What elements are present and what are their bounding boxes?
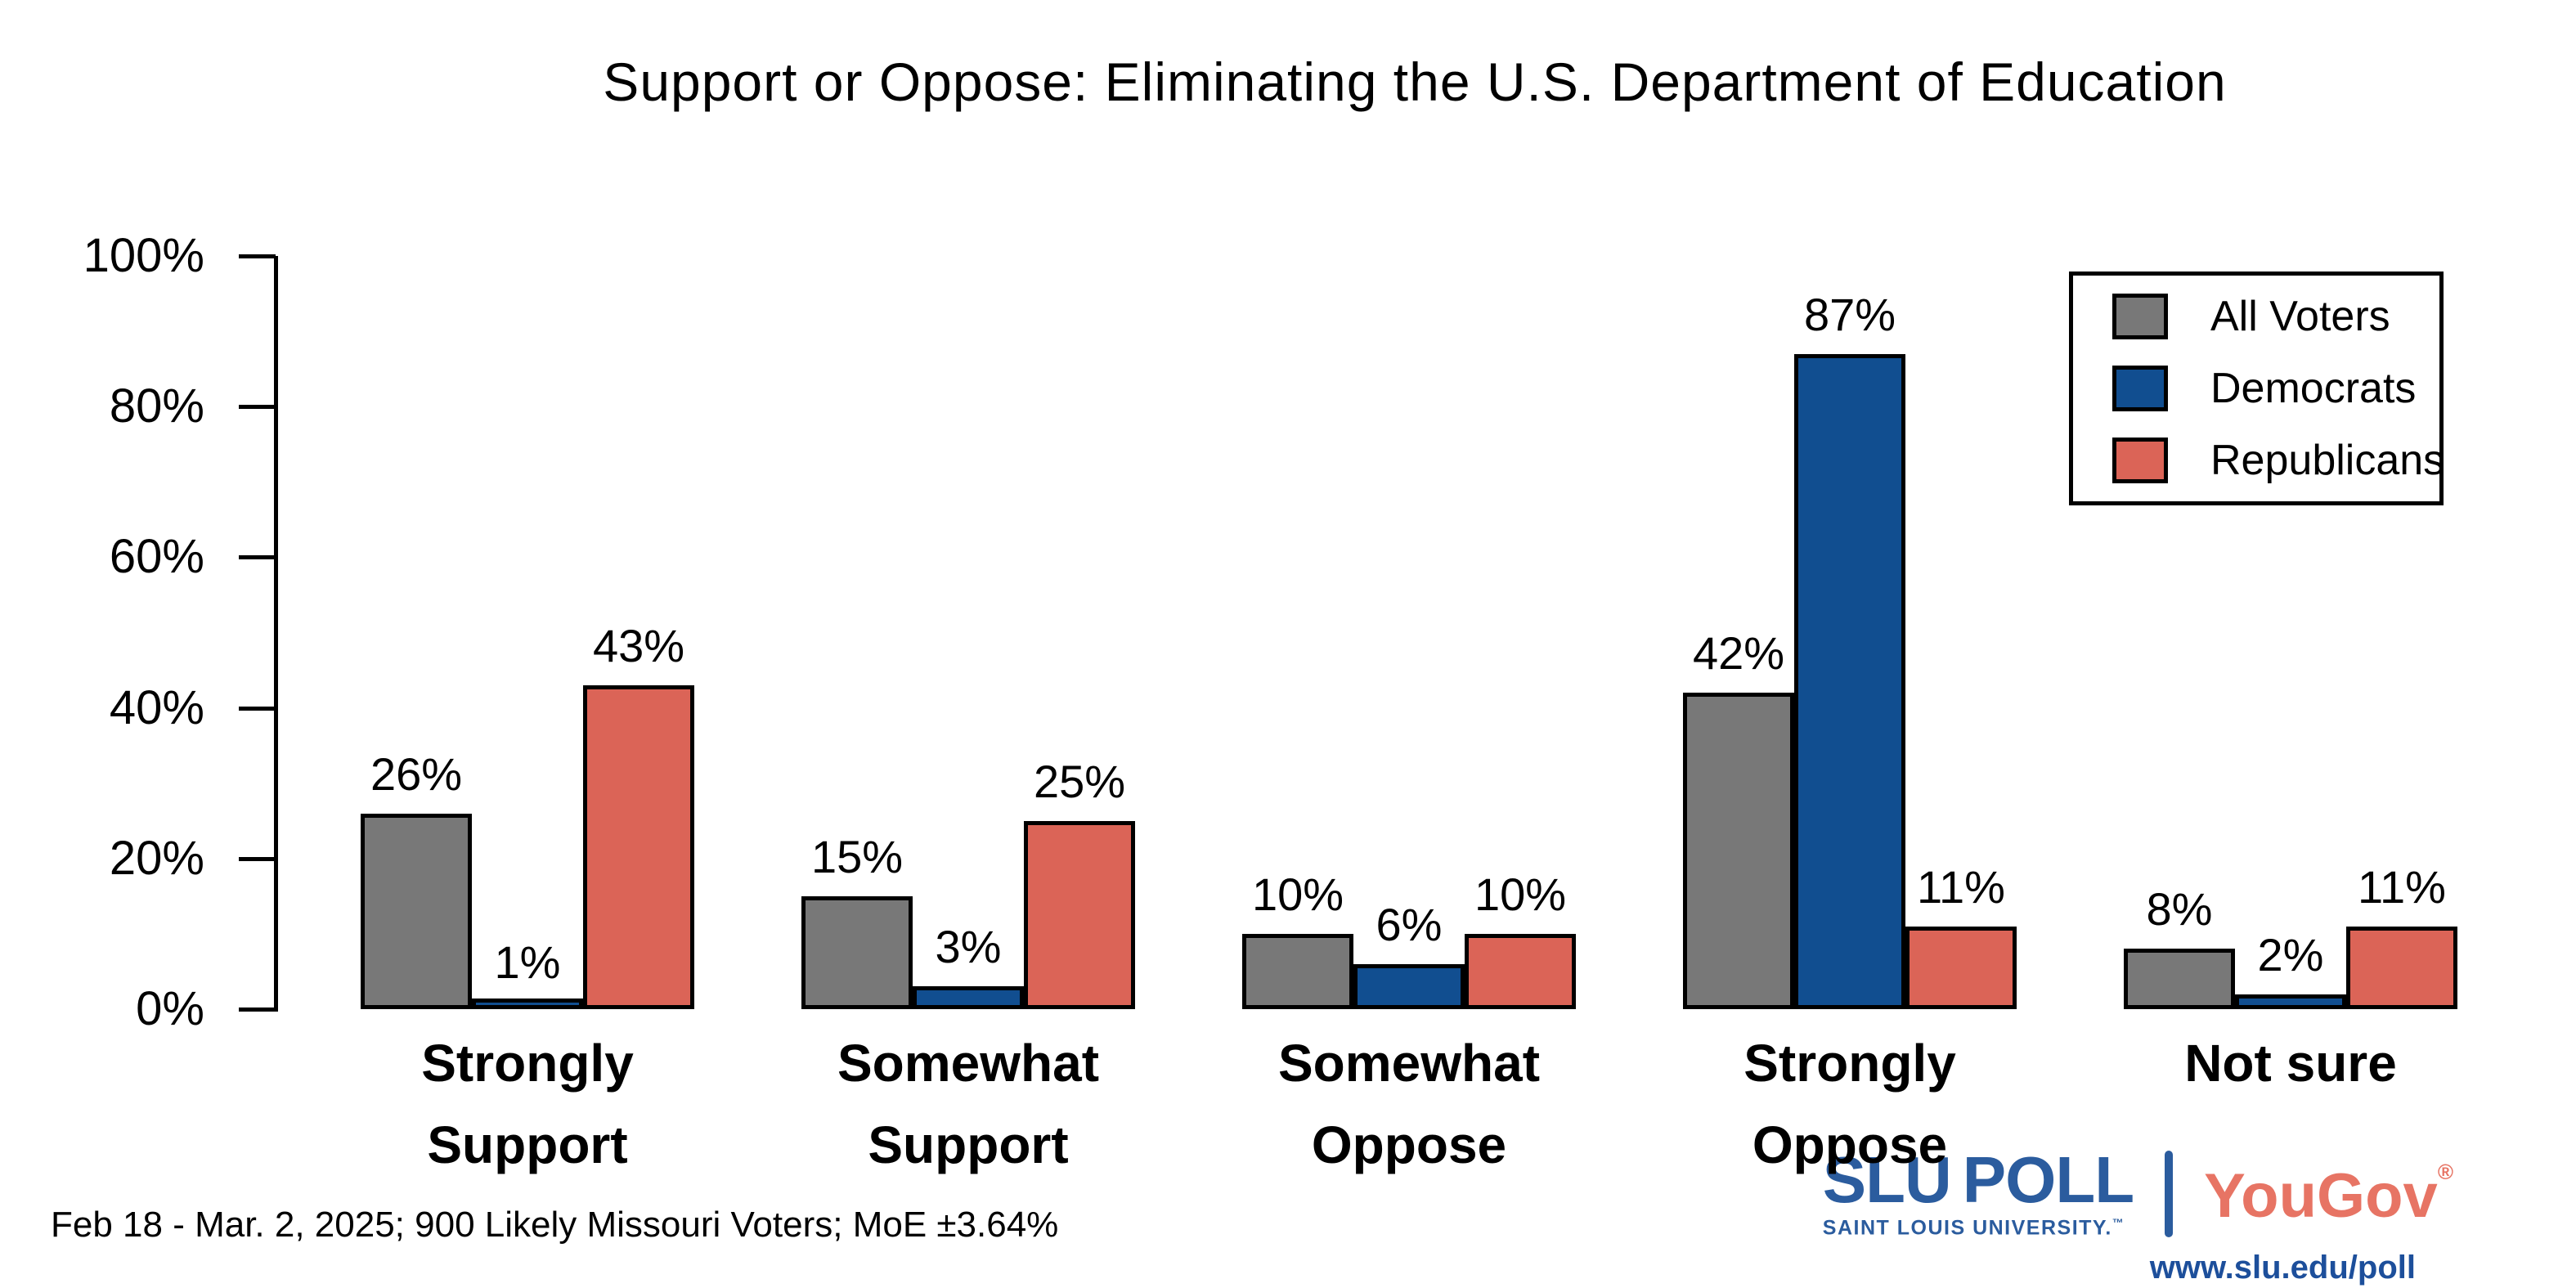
legend-item: All Voters [2112, 292, 2439, 341]
bar-value-label: 8% [2146, 883, 2213, 936]
category-label-line: Somewhat [837, 1034, 1100, 1093]
bar [1683, 693, 1794, 1009]
bar-value-label: 25% [1033, 755, 1126, 807]
bar-value-label: 3% [935, 921, 1002, 973]
category-label-line: Support [427, 1115, 628, 1174]
category-label-line: Oppose [1752, 1115, 1948, 1174]
chart-title: Support or Oppose: Eliminating the U.S. … [603, 52, 2227, 112]
category-label-line: Not sure [2184, 1034, 2397, 1093]
bar [801, 895, 913, 1009]
legend-item: Republicans [2112, 436, 2444, 485]
bar [2346, 926, 2457, 1009]
y-tick [239, 405, 276, 410]
category-label: Strongly Oppose [1604, 1022, 2095, 1186]
branding: SLU POLL SAINT LOUIS UNIVERSITY.™ YouGov®… [1823, 1147, 2453, 1286]
slu-text: SLU [1822, 1142, 1952, 1216]
y-tick-label: 60% [109, 530, 204, 584]
slu-subtitle: SAINT LOUIS UNIVERSITY.™ [1823, 1216, 2125, 1240]
y-tick [239, 555, 276, 560]
legend-item: Democrats [2112, 364, 2439, 413]
slu-poll-wordmark: SLU POLL [1823, 1147, 2134, 1212]
legend-label: Republicans [2210, 437, 2445, 484]
bar-value-label: 6% [1376, 898, 1443, 950]
bar [2124, 949, 2235, 1009]
trademark-symbol: ™ [2112, 1215, 2125, 1229]
bar-value-label: 1% [494, 936, 561, 988]
yougov-text: YouGov [2204, 1160, 2438, 1231]
legend-swatch [2112, 366, 2168, 411]
category-label: Somewhat Support [723, 1022, 1214, 1186]
bar-value-label: 2% [2257, 928, 2324, 981]
bar [1465, 933, 1576, 1009]
bar [1905, 926, 2017, 1009]
category-label: Strongly Support [282, 1022, 773, 1186]
slu-subtitle-text: SAINT LOUIS UNIVERSITY. [1822, 1216, 2112, 1239]
slu-poll-url: www.slu.edu/poll [2149, 1250, 2416, 1286]
bar [1794, 353, 1905, 1009]
bar [1353, 963, 1465, 1009]
logo-row: SLU POLL SAINT LOUIS UNIVERSITY.™ YouGov® [1823, 1147, 2453, 1240]
category-label-line: Strongly [1744, 1034, 1956, 1093]
y-tick-label: 80% [109, 379, 204, 433]
bar-value-label: 42% [1692, 627, 1785, 680]
bar [583, 684, 694, 1009]
bar [2235, 994, 2346, 1009]
bar-value-label: 26% [370, 747, 463, 800]
poll-text: POLL [1962, 1142, 2134, 1216]
category-label-line: Support [868, 1115, 1069, 1174]
y-tick [239, 1008, 276, 1012]
legend: All Voters Democrats Republicans [2069, 272, 2444, 505]
legend-label: All Voters [2210, 293, 2390, 340]
bar [361, 813, 472, 1009]
y-tick-label: 40% [109, 680, 204, 734]
bar-value-label: 43% [592, 619, 685, 671]
registered-symbol: ® [2437, 1159, 2453, 1184]
logo-divider-bar [2165, 1151, 2174, 1238]
legend-swatch [2112, 294, 2168, 339]
bar [913, 986, 1024, 1009]
slu-poll-logo: SLU POLL SAINT LOUIS UNIVERSITY.™ [1823, 1147, 2134, 1240]
bar-value-label: 11% [2358, 860, 2446, 913]
bar-value-label: 11% [1917, 860, 2005, 913]
bar [472, 999, 583, 1009]
y-tick-label: 20% [109, 831, 204, 885]
category-label: Not sure [2045, 1022, 2536, 1104]
category-label-line: Somewhat [1277, 1034, 1541, 1093]
bar-value-label: 87% [1803, 288, 1896, 340]
y-tick-label: 0% [136, 982, 204, 1035]
y-tick [239, 254, 276, 258]
legend-label: Democrats [2210, 365, 2417, 412]
y-tick-label: 100% [83, 229, 204, 282]
bar [1242, 933, 1353, 1009]
legend-swatch [2112, 438, 2168, 483]
category-label-line: Strongly [421, 1034, 634, 1093]
y-tick [239, 706, 276, 711]
bar-value-label: 10% [1251, 868, 1344, 920]
y-tick [239, 856, 276, 861]
y-axis-line [274, 256, 278, 1012]
bar [1024, 820, 1135, 1009]
bar-value-label: 15% [810, 830, 904, 882]
category-label-line: Oppose [1311, 1115, 1507, 1174]
yougov-wordmark: YouGov® [2204, 1161, 2453, 1227]
category-label: Somewhat Oppose [1164, 1022, 1654, 1186]
footnote: Feb 18 - Mar. 2, 2025; 900 Likely Missou… [51, 1205, 1059, 1245]
bar-value-label: 10% [1474, 868, 1567, 920]
